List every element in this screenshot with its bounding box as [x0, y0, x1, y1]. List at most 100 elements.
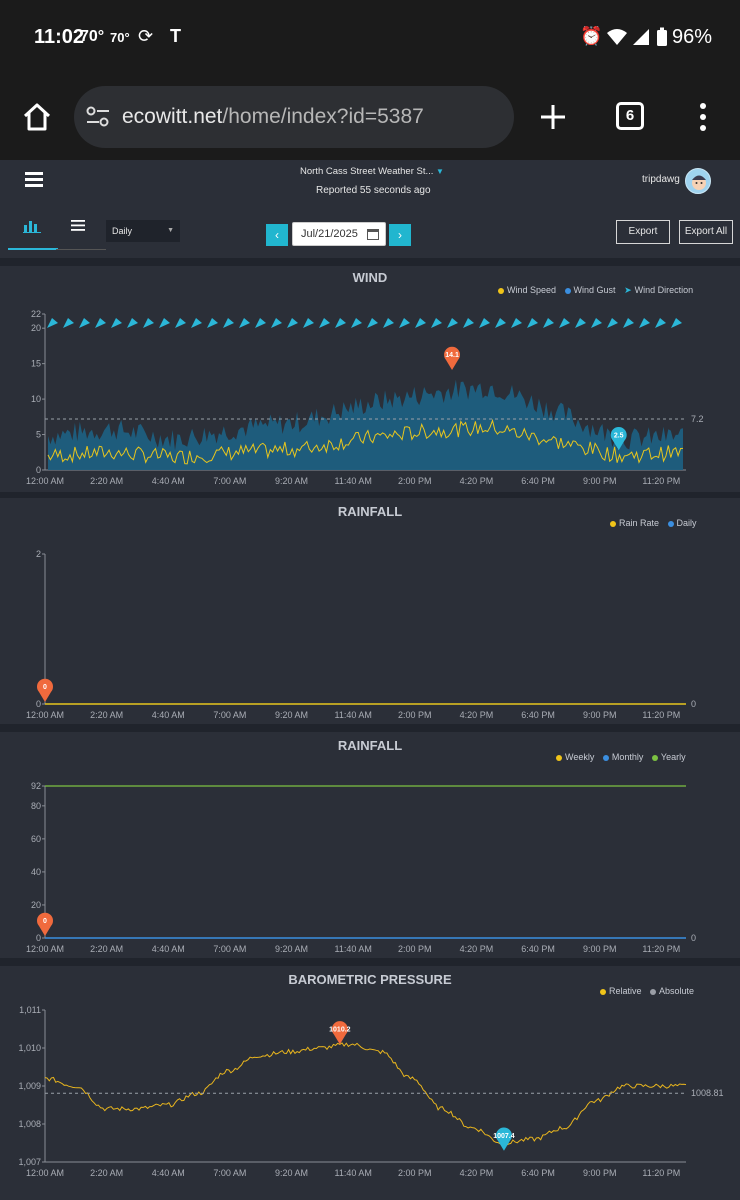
wind-direction-arrow	[95, 318, 106, 328]
legend-item-monthly[interactable]: Monthly	[602, 752, 643, 762]
wifi-icon	[607, 29, 627, 45]
rain-totals-x-tick-label: 11:20 PM	[642, 944, 680, 954]
url-text[interactable]: ecowitt.net/home/index?id=5387	[122, 105, 424, 129]
wind-direction-arrow	[335, 318, 346, 328]
wind-x-tick-label: 12:00 AM	[26, 476, 64, 486]
baro-y-tick-label: 1,007	[18, 1157, 41, 1167]
site-settings-icon[interactable]	[86, 106, 110, 128]
station-name: North Cass Street Weather St...	[300, 166, 434, 177]
wind-direction-arrow	[543, 318, 554, 328]
rainfall-totals-chart-title: RAINFALL	[337, 738, 403, 753]
tab-count-button[interactable]: 6	[616, 102, 644, 130]
rain-rate-marker-label: 0	[43, 684, 47, 691]
wind-x-tick-label: 9:00 PM	[583, 476, 617, 486]
wind-direction-arrow	[207, 318, 218, 328]
wind-direction-arrow	[447, 318, 458, 328]
rain-totals-x-tick-label: 2:20 AM	[90, 944, 123, 954]
wind-x-tick-label: 7:00 AM	[213, 476, 246, 486]
rain-totals-x-tick-label: 2:00 PM	[398, 944, 432, 954]
wind-direction-arrow	[511, 318, 522, 328]
legend-item-relative[interactable]: Relative	[600, 986, 642, 996]
rain-rate-x-tick-label: 2:20 AM	[90, 710, 123, 720]
wind-direction-arrow	[479, 318, 490, 328]
rain-rate-y-tick-label: 0	[36, 699, 41, 709]
wind-direction-arrow	[191, 318, 202, 328]
next-date-button[interactable]: ›	[389, 224, 411, 246]
baro-x-tick-label: 9:00 PM	[583, 1168, 617, 1178]
rainfall-rate-chart: 12:00 AM 2:20 AM 4:40 AM 7:00 AM 9:20 AM 11:4…	[26, 549, 696, 720]
export-all-button[interactable]: Export All	[679, 220, 733, 244]
period-select-value: Daily	[112, 226, 133, 236]
legend-item-wind-speed[interactable]: Wind Speed	[498, 285, 556, 295]
wind-x-tick-label: 11:20 PM	[642, 476, 680, 486]
username[interactable]: tripdawg	[642, 174, 680, 185]
period-select[interactable]: Daily ▼	[106, 220, 180, 242]
home-icon[interactable]	[22, 102, 52, 132]
wind-x-tick-label: 11:40 AM	[334, 476, 371, 486]
prev-date-button[interactable]: ‹	[266, 224, 288, 246]
wind-y-tick-label: 0	[36, 465, 41, 475]
rain-totals-y-tick-label: 92	[31, 781, 41, 791]
avatar[interactable]	[685, 168, 711, 194]
wind-direction-arrow	[367, 318, 378, 328]
rain-rate-x-tick-label: 4:20 PM	[460, 710, 494, 720]
legend-item-wind-gust[interactable]: Wind Gust	[564, 285, 616, 295]
wind-min-marker-label: 2.5	[614, 432, 624, 439]
status-time: 11:02	[34, 26, 85, 48]
wind-direction-arrow	[415, 318, 426, 328]
legend-item-daily[interactable]: Daily	[667, 518, 697, 528]
wind-x-tick-label: 6:40 PM	[521, 476, 555, 486]
address-bar[interactable]: ecowitt.net/home/index?id=5387	[74, 86, 514, 148]
baro-min-marker	[495, 1127, 512, 1151]
rain-totals-y-tick-label: 80	[31, 801, 41, 811]
alarm-icon: ⏰	[580, 26, 603, 46]
baro-x-tick-label: 9:20 AM	[275, 1168, 308, 1178]
wind-direction-arrow	[127, 318, 138, 328]
wind-direction-arrow	[559, 318, 570, 328]
status-temp-2: 70°	[110, 30, 130, 45]
legend-item-weekly[interactable]: Weekly	[556, 752, 594, 762]
new-tab-icon[interactable]	[540, 104, 566, 130]
barometric-legend: Relative Absolute	[600, 986, 700, 996]
tab-chart-view[interactable]	[8, 212, 58, 250]
export-button[interactable]: Export	[616, 220, 670, 244]
station-selector[interactable]: North Cass Street Weather St... ▼	[300, 166, 444, 177]
rain-totals-x-tick-label: 9:00 PM	[583, 944, 617, 954]
rain-rate-y-tick-label: 2	[36, 549, 41, 559]
rain-rate-x-tick-label: 9:00 PM	[583, 710, 617, 720]
date-input[interactable]: Jul/21/2025	[292, 222, 386, 246]
wind-y-tick-label: 5	[36, 430, 41, 440]
more-menu-icon[interactable]	[698, 102, 708, 132]
legend-item-yearly[interactable]: Yearly	[651, 752, 686, 762]
wind-y-tick-label: 15	[31, 359, 41, 369]
chart-toolbar: Daily ▼ ‹ Jul/21/2025 › Export Export All	[0, 202, 740, 258]
wind-direction-arrow	[591, 318, 602, 328]
wind-direction-arrow	[287, 318, 298, 328]
baro-reference-label: 1008.81	[691, 1088, 724, 1098]
wind-direction-arrow	[399, 318, 410, 328]
rain-totals-x-tick-label: 11:40 AM	[334, 944, 371, 954]
rain-totals-x-tick-label: 4:20 PM	[460, 944, 494, 954]
wind-direction-arrow	[79, 318, 90, 328]
wind-direction-arrow	[495, 318, 506, 328]
date-input-value: Jul/21/2025	[301, 228, 358, 240]
hamburger-menu-icon[interactable]	[25, 171, 43, 187]
rainfall-rate-legend: Rain Rate Daily	[610, 518, 703, 528]
wind-direction-arrow	[159, 318, 170, 328]
legend-item-absolute[interactable]: Absolute	[650, 986, 694, 996]
wind-direction-arrow	[63, 318, 74, 328]
baro-relative-line	[44, 1042, 687, 1146]
wind-direction-arrow	[255, 318, 266, 328]
barometric-chart-title: BAROMETRIC PRESSURE	[288, 972, 452, 987]
rain-rate-x-tick-label: 7:00 AM	[213, 710, 246, 720]
chevron-left-icon: ‹	[275, 228, 279, 242]
wind-x-tick-label: 9:20 AM	[275, 476, 308, 486]
rain-rate-marker	[37, 678, 53, 702]
tab-list-view[interactable]	[56, 212, 106, 250]
wind-chart-title: WIND	[352, 270, 388, 285]
baro-x-tick-label: 11:20 PM	[642, 1168, 680, 1178]
baro-max-marker	[331, 1021, 348, 1045]
legend-item-wind-direction[interactable]: ➤ Wind Direction	[624, 285, 694, 295]
baro-x-tick-label: 4:40 AM	[152, 1168, 185, 1178]
legend-item-rain-rate[interactable]: Rain Rate	[610, 518, 659, 528]
